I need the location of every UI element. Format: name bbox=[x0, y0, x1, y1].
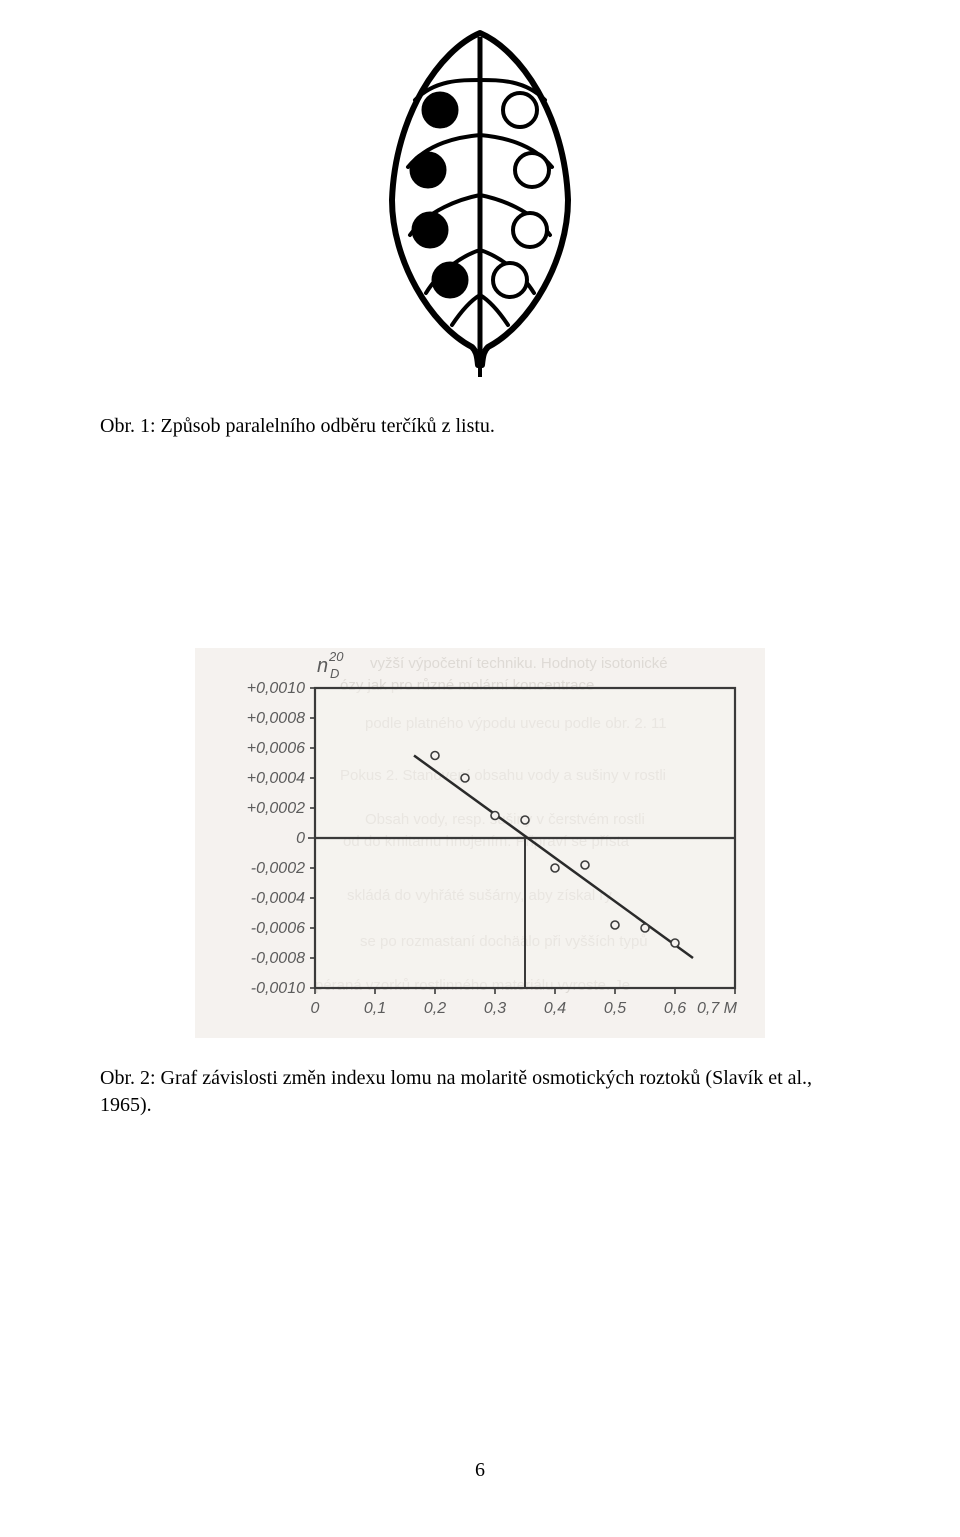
svg-text:+0,0004: +0,0004 bbox=[247, 770, 305, 787]
svg-text:0,1: 0,1 bbox=[364, 1000, 386, 1017]
svg-text:-0,0002: -0,0002 bbox=[251, 860, 305, 877]
leaf-svg bbox=[370, 25, 590, 380]
svg-text:-0,0006: -0,0006 bbox=[251, 920, 305, 937]
svg-text:-0,0004: -0,0004 bbox=[251, 890, 305, 907]
svg-text:0: 0 bbox=[311, 1000, 320, 1017]
svg-text:vyžší výpočetní techniku. Hodn: vyžší výpočetní techniku. Hodnoty isoton… bbox=[370, 655, 668, 672]
svg-text:-0,0010: -0,0010 bbox=[251, 980, 305, 997]
svg-text:0,2: 0,2 bbox=[424, 1000, 446, 1017]
chart-svg: vyžší výpočetní techniku. Hodnoty isoton… bbox=[195, 648, 765, 1038]
document-page: Obr. 1: Způsob paralelního odběru terčík… bbox=[0, 0, 960, 1537]
figure-2-chart: vyžší výpočetní techniku. Hodnoty isoton… bbox=[100, 648, 860, 1043]
svg-text:+0,0006: +0,0006 bbox=[247, 740, 305, 757]
leaf-petiole bbox=[478, 347, 482, 377]
svg-text:20: 20 bbox=[328, 649, 344, 664]
figure-1-leaf bbox=[100, 25, 860, 385]
chart-plot-area: +0,0010 +0,0008 +0,0006 +0,0004 +0,0002 … bbox=[247, 649, 738, 1017]
svg-text:0,4: 0,4 bbox=[544, 1000, 566, 1017]
svg-text:D: D bbox=[330, 666, 339, 681]
svg-text:n: n bbox=[317, 655, 328, 677]
svg-text:0: 0 bbox=[296, 830, 305, 847]
svg-text:0,7 M: 0,7 M bbox=[697, 1000, 738, 1017]
figure-1-caption: Obr. 1: Způsob paralelního odběru terčík… bbox=[100, 415, 860, 438]
svg-text:+0,0002: +0,0002 bbox=[247, 800, 305, 817]
svg-text:0,3: 0,3 bbox=[484, 1000, 506, 1017]
figure-2-caption: Obr. 2: Graf závislosti změn indexu lomu… bbox=[100, 1065, 860, 1119]
svg-text:0,5: 0,5 bbox=[604, 1000, 626, 1017]
svg-text:-0,0008: -0,0008 bbox=[251, 950, 305, 967]
svg-text:+0,0010: +0,0010 bbox=[247, 680, 305, 697]
svg-text:0,6: 0,6 bbox=[664, 1000, 686, 1017]
page-number: 6 bbox=[0, 1459, 960, 1482]
svg-text:+0,0008: +0,0008 bbox=[247, 710, 305, 727]
